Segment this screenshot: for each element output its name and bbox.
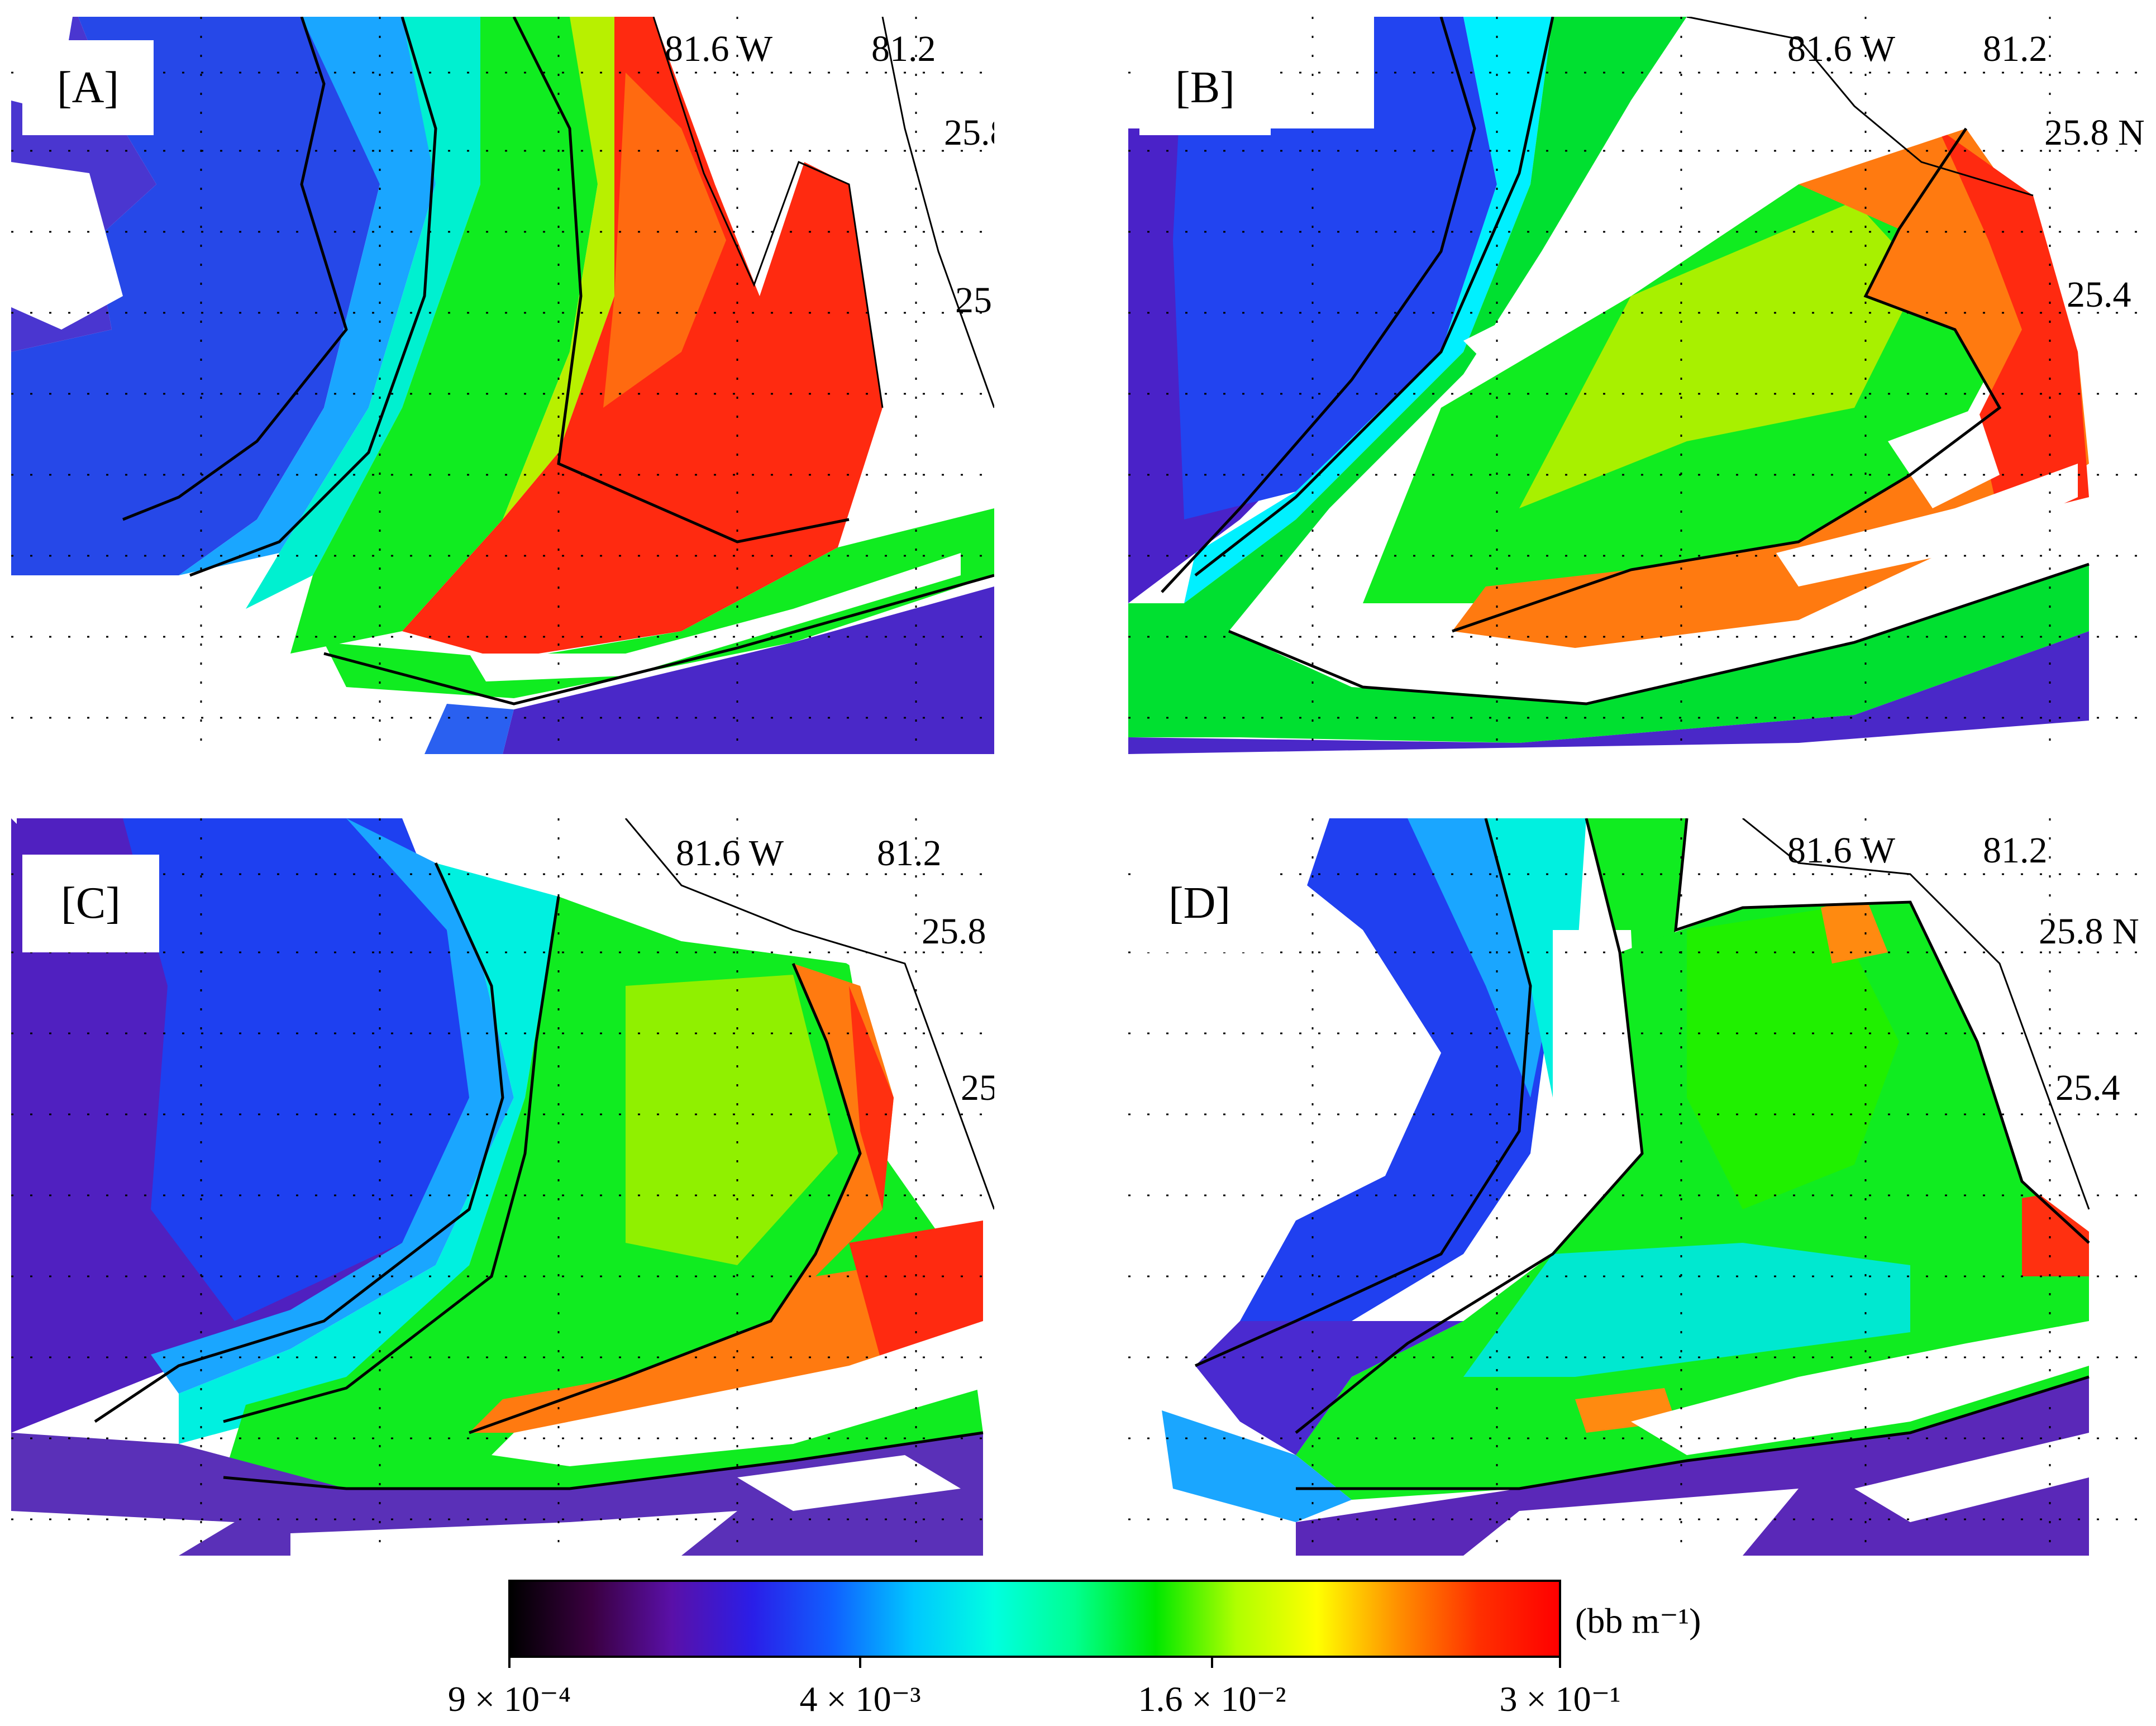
lon-label-c-1: 81.6 W (676, 833, 784, 874)
map-panel-a: [A] 81.6 W 81.2 25.8 N 25.4 (11, 17, 994, 754)
colorbar-tick-4 (1559, 1658, 1561, 1668)
map-image-a (11, 17, 994, 754)
panel-label-d: [D] (1134, 855, 1265, 952)
map-panel-c: [C] 81.6 W 81.2 25.8 N 25.4 (11, 818, 994, 1556)
lat-label-c-2: 25.4 (961, 1067, 994, 1108)
panel-label-c: [C] (22, 855, 159, 952)
lat-label-a-2: 25.4 (955, 280, 994, 321)
lat-label-a-1: 25.8 N (944, 112, 994, 153)
panel-label-a: [A] (22, 40, 154, 135)
colorbar-tick-1 (508, 1658, 511, 1668)
lat-label-d-2: 25.4 (2055, 1067, 2120, 1108)
map-image-b (1128, 17, 2145, 754)
map-image-c (11, 818, 994, 1556)
lon-label-d-1: 81.6 W (1787, 830, 1896, 871)
lon-label-b-1: 81.6 W (1787, 28, 1896, 69)
lat-label-d-1: 25.8 N (2039, 911, 2139, 952)
colorbar-tick-2 (859, 1658, 861, 1668)
lon-label-a-2: 81.2 (871, 28, 936, 69)
map-panel-b: [B] 81.6 W 81.2 25.8 N 25.4 (1128, 17, 2145, 754)
colorbar-label-4: 3 × 10⁻¹ (1499, 1679, 1621, 1719)
lat-label-b-1: 25.8 N (2044, 112, 2145, 153)
colorbar-label-2: 4 × 10⁻³ (799, 1679, 921, 1719)
lon-label-d-2: 81.2 (1983, 830, 2048, 871)
lon-label-a-1: 81.6 W (665, 28, 773, 69)
colorbar-label-3: 1.6 × 10⁻² (1138, 1679, 1286, 1719)
colorbar (508, 1580, 1561, 1658)
lat-label-b-2: 25.4 (2067, 274, 2131, 315)
map-panel-d: [D] 81.6 W 81.2 25.8 N 25.4 (1128, 818, 2145, 1556)
panel-label-b: [B] (1139, 40, 1271, 135)
colorbar-label-1: 9 × 10⁻⁴ (447, 1679, 571, 1719)
colorbar-units: (bb m⁻¹) (1575, 1601, 1701, 1641)
lon-label-b-2: 81.2 (1983, 28, 2048, 69)
lon-label-c-2: 81.2 (877, 833, 942, 874)
lat-label-c-1: 25.8 N (922, 911, 994, 952)
map-image-d (1128, 818, 2145, 1556)
colorbar-tick-3 (1211, 1658, 1213, 1668)
